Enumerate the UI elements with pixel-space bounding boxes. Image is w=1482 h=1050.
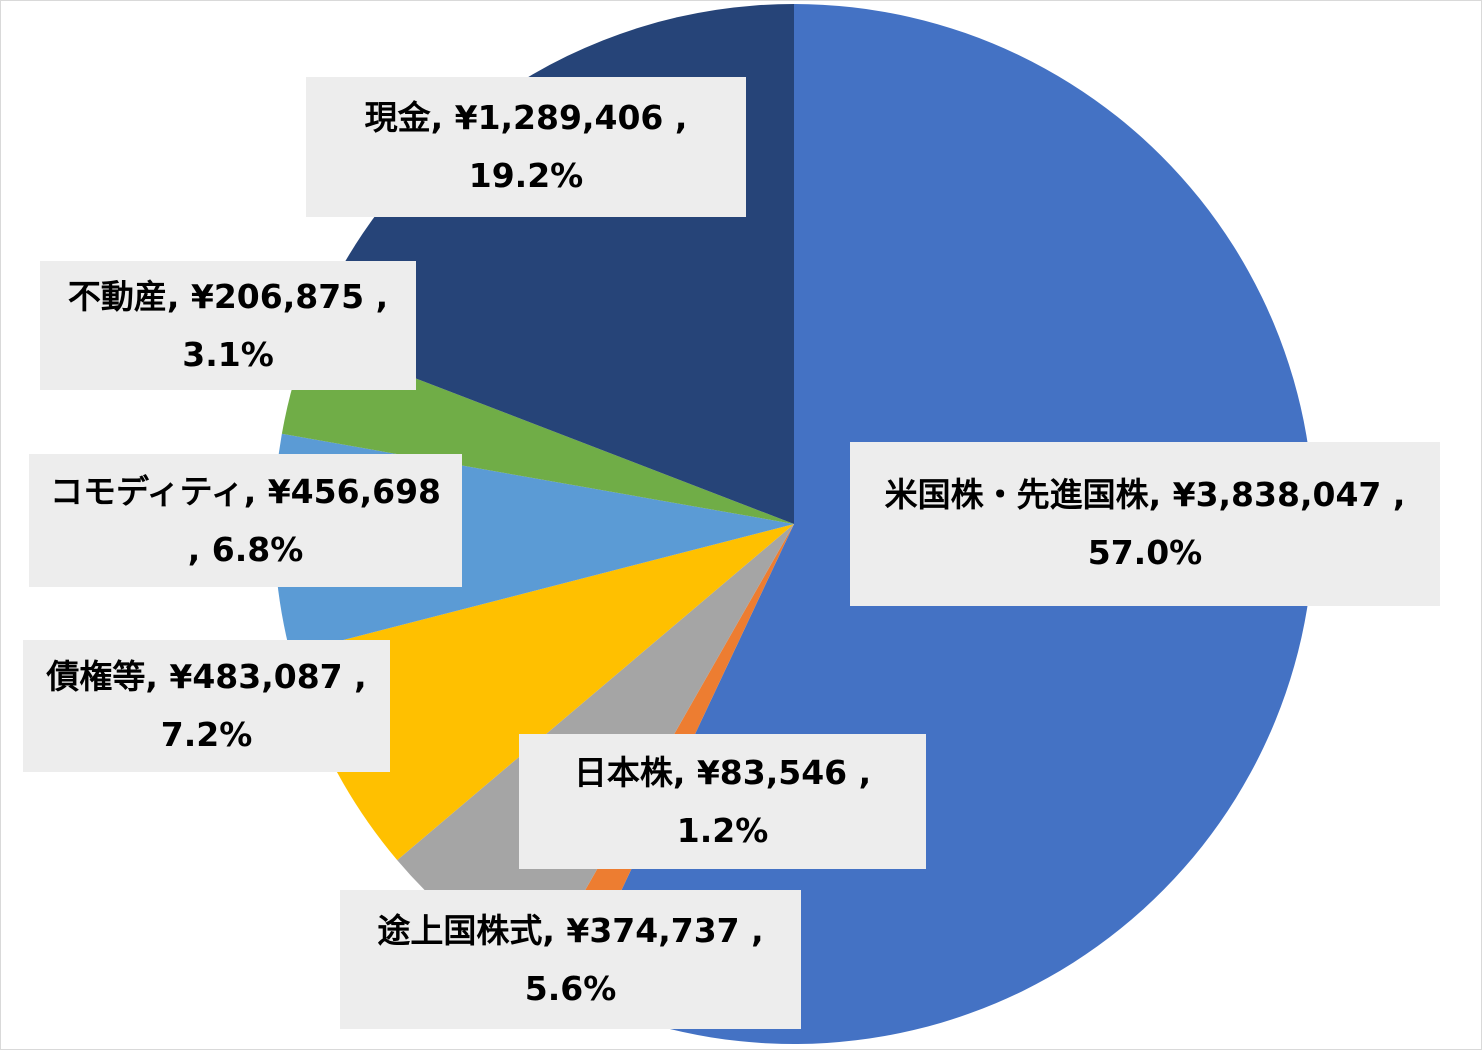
data-label-text: 不動産, ¥206,875 , 3.1% — [67, 276, 389, 374]
data-label-japan-stocks: 日本株, ¥83,546 , 1.2% — [519, 734, 926, 869]
data-label-us-developed-stocks: 米国株・先進国株, ¥3,838,047 , 57.0% — [850, 442, 1440, 606]
data-label-emerging-stocks: 途上国株式, ¥374,737 , 5.6% — [340, 890, 801, 1029]
data-label-text: 米国株・先進国株, ¥3,838,047 , 57.0% — [884, 475, 1406, 572]
data-label-cash: 現金, ¥1,289,406 , 19.2% — [306, 77, 746, 217]
data-label-commodity: コモディティ, ¥456,698 , 6.8% — [29, 454, 462, 587]
pie-slice-bonds — [290, 524, 794, 861]
data-label-text: 債権等, ¥483,087 , 7.2% — [46, 657, 367, 754]
data-label-real-estate: 不動産, ¥206,875 , 3.1% — [40, 261, 416, 390]
data-label-bonds: 債権等, ¥483,087 , 7.2% — [23, 640, 390, 772]
data-label-text: 現金, ¥1,289,406 , 19.2% — [364, 98, 688, 195]
data-label-text: 日本株, ¥83,546 , 1.2% — [573, 752, 872, 850]
data-label-text: 途上国株式, ¥374,737 , 5.6% — [377, 910, 764, 1008]
data-label-text: コモディティ, ¥456,698 , 6.8% — [49, 471, 441, 569]
